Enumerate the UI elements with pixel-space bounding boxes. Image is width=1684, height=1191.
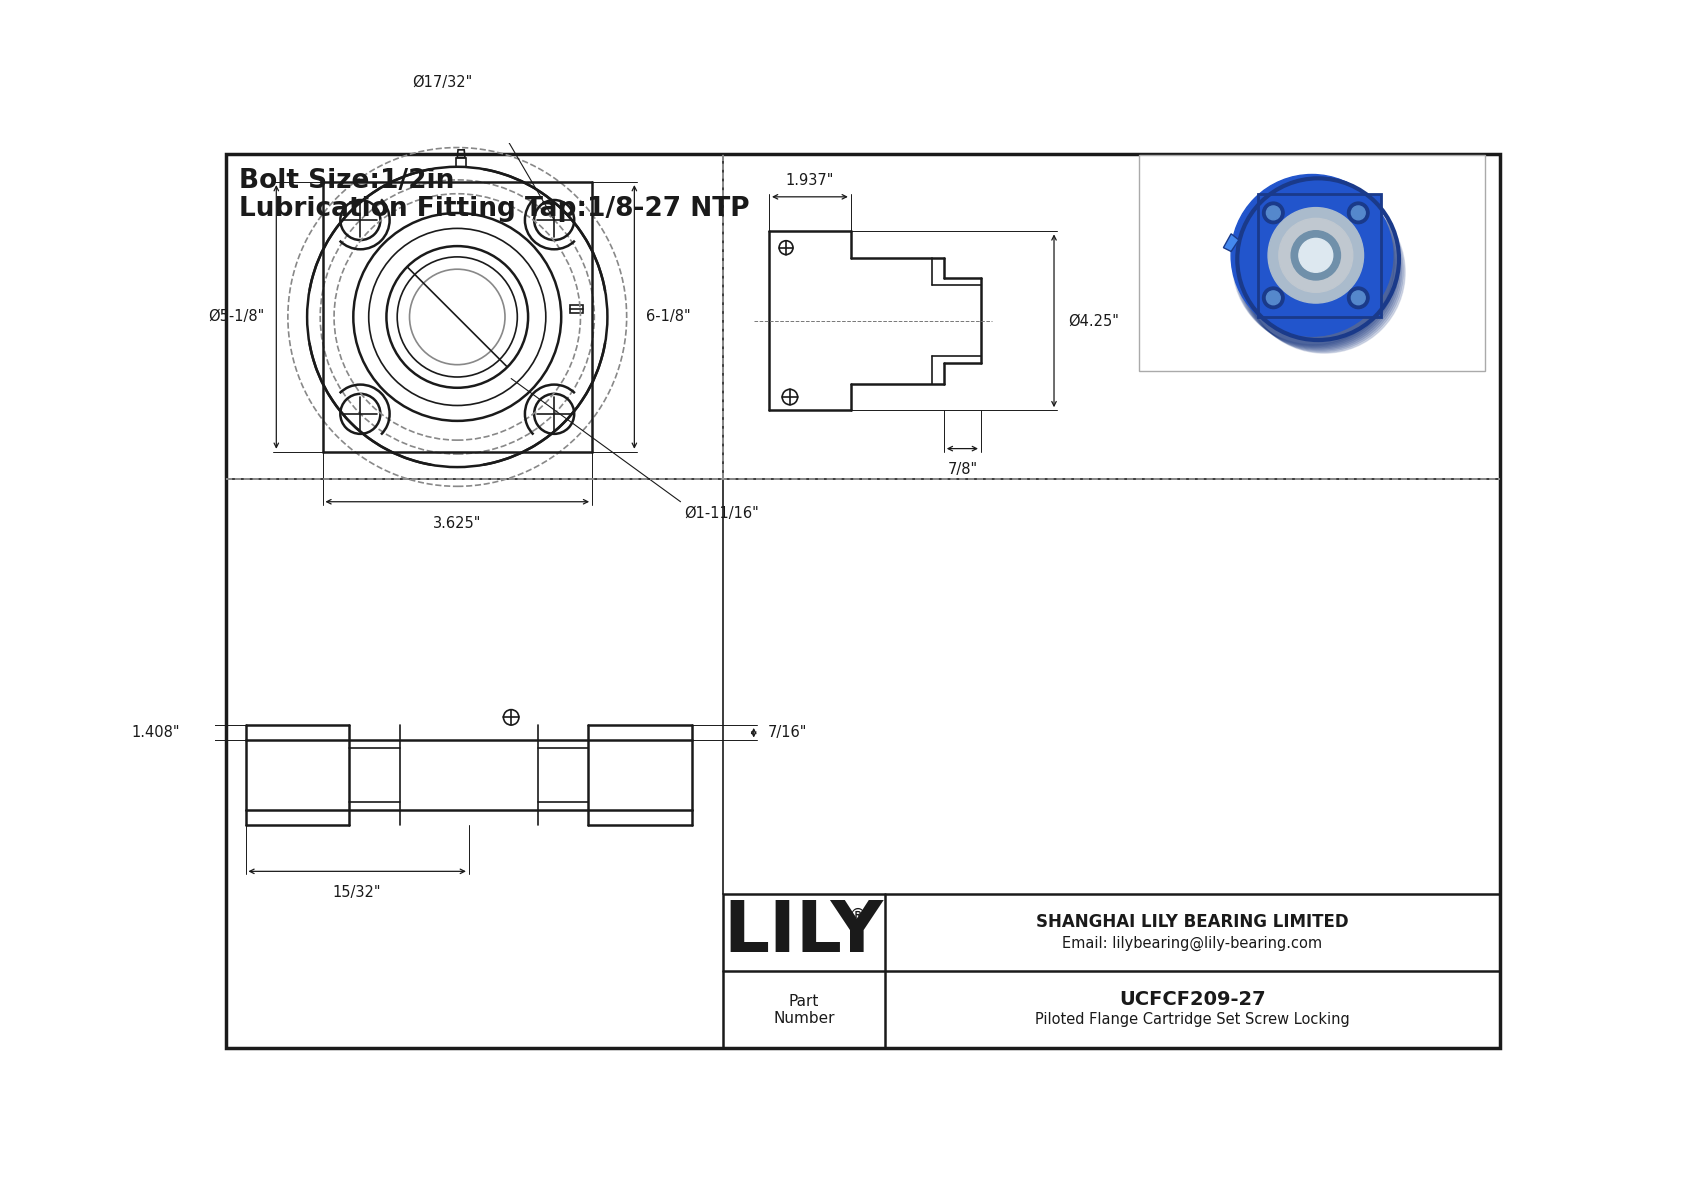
Circle shape <box>1239 188 1401 350</box>
Circle shape <box>1241 191 1403 353</box>
Circle shape <box>1263 287 1285 308</box>
Circle shape <box>1292 231 1340 280</box>
Polygon shape <box>1258 194 1381 317</box>
Text: 1.408": 1.408" <box>131 725 180 741</box>
Text: 7/16": 7/16" <box>768 725 807 741</box>
Text: Ø5-1/8": Ø5-1/8" <box>209 310 264 324</box>
Circle shape <box>1268 207 1364 303</box>
Polygon shape <box>1223 233 1239 251</box>
Bar <box>571 305 583 313</box>
Text: UCFCF209-27: UCFCF209-27 <box>1118 991 1266 1010</box>
Text: Email: lilybearing@lily-bearing.com: Email: lilybearing@lily-bearing.com <box>1063 936 1322 952</box>
Circle shape <box>1266 291 1280 305</box>
Circle shape <box>1236 186 1398 348</box>
Text: Part
Number: Part Number <box>773 993 835 1027</box>
Text: ®: ® <box>849 908 867 925</box>
Text: Piloted Flange Cartridge Set Screw Locking: Piloted Flange Cartridge Set Screw Locki… <box>1036 1012 1349 1028</box>
Text: Bolt Size:1/2in: Bolt Size:1/2in <box>239 168 455 194</box>
Text: 3.625": 3.625" <box>433 516 482 531</box>
Text: Lubrication Fitting Tap:1/8-27 NTP: Lubrication Fitting Tap:1/8-27 NTP <box>239 197 749 222</box>
Circle shape <box>1241 189 1403 351</box>
Text: Ø17/32": Ø17/32" <box>413 75 473 89</box>
Bar <box>722 894 1500 1048</box>
Circle shape <box>1231 175 1393 336</box>
Text: 15/32": 15/32" <box>333 885 381 900</box>
Text: 7/8": 7/8" <box>948 462 977 478</box>
Circle shape <box>1278 218 1352 292</box>
Circle shape <box>1243 192 1404 353</box>
Circle shape <box>1266 206 1280 220</box>
Circle shape <box>1347 287 1369 308</box>
Text: Ø4.25": Ø4.25" <box>1068 313 1118 329</box>
Text: Ø1-11/16": Ø1-11/16" <box>684 506 759 520</box>
Circle shape <box>1233 183 1394 345</box>
Circle shape <box>1351 206 1366 220</box>
Text: 1.937": 1.937" <box>786 173 834 187</box>
Bar <box>1138 155 1485 370</box>
Text: SHANGHAI LILY BEARING LIMITED: SHANGHAI LILY BEARING LIMITED <box>1036 913 1349 931</box>
Circle shape <box>1298 238 1332 273</box>
Text: 6-1/8": 6-1/8" <box>647 310 690 324</box>
Circle shape <box>1238 187 1399 349</box>
Circle shape <box>1351 291 1366 305</box>
Text: LILY: LILY <box>724 898 884 967</box>
Bar <box>456 157 466 167</box>
Circle shape <box>1263 202 1285 224</box>
Circle shape <box>1234 185 1396 347</box>
Circle shape <box>1347 202 1369 224</box>
